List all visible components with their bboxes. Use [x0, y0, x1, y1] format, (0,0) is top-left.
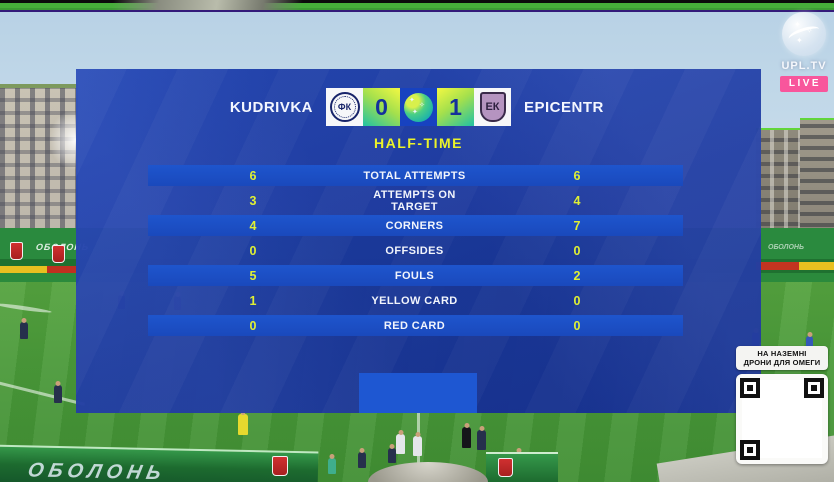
- player-figure: [388, 448, 396, 463]
- stat-home-value: 5: [249, 268, 257, 283]
- stat-home-value: 0: [249, 243, 257, 258]
- home-score: 0: [363, 88, 400, 126]
- away-team-name: EPICENTR: [524, 98, 604, 116]
- stat-row: 0 OFFSIDES 0: [148, 240, 683, 261]
- stat-label: CORNERS: [385, 219, 444, 232]
- stat-label: YELLOW CARD: [371, 294, 458, 307]
- kudrivka-crest-icon: ФК: [329, 92, 360, 122]
- away-crest-box: ЕК: [474, 88, 511, 126]
- league-logo-box: ✦ ✧ ✦: [400, 88, 437, 126]
- stat-label: RED CARD: [383, 319, 446, 332]
- stat-home-value: 6: [249, 168, 257, 183]
- halftime-stats-panel: KUDRIVKA ФК 0 ✦ ✧ ✦ 1 ЕК: [76, 69, 761, 413]
- stat-label: ATTEMPTS ON TARGET: [373, 188, 456, 213]
- stat-away-value: 7: [573, 218, 581, 233]
- stat-home-value: 0: [249, 318, 257, 333]
- stat-label: TOTAL ATTEMPTS: [363, 169, 466, 182]
- stat-row: 0 RED CARD 0: [148, 315, 683, 336]
- ad-strip: [0, 266, 78, 273]
- stat-label: FOULS: [394, 269, 435, 282]
- stat-home-value: 1: [249, 293, 257, 308]
- steward-figure: [328, 458, 336, 474]
- stats-table: 6 TOTAL ATTEMPTS 6 3 ATTEMPTS ON TARGET …: [148, 165, 683, 340]
- ad-shield-logo: [272, 456, 288, 476]
- home-team-name: KUDRIVKA: [229, 98, 313, 116]
- player-figure: [54, 385, 62, 403]
- sponsor-placeholder-box: [359, 373, 477, 413]
- stat-row: 4 CORNERS 7: [148, 215, 683, 236]
- ad-shield-logo: [10, 242, 23, 260]
- stat-away-value: 0: [573, 293, 581, 308]
- player-figure: [20, 322, 28, 339]
- stat-row: 1 YELLOW CARD 0: [148, 290, 683, 311]
- qr-finder-icon: [740, 440, 760, 460]
- score-block: ФК 0 ✦ ✧ ✦ 1 ЕК: [326, 88, 511, 126]
- away-score: 1: [437, 88, 474, 126]
- player-figure: [477, 430, 486, 450]
- qr-promo-label: НА НАЗЕМНІ ДРОНИ ДЛЯ ОМЕГИ: [736, 346, 828, 370]
- bottom-ad-boards: ОБОЛОНЬ: [0, 444, 319, 482]
- stat-away-value: 0: [573, 318, 581, 333]
- channel-label: UPL.TV: [781, 60, 827, 72]
- stat-row: 6 TOTAL ATTEMPTS 6: [148, 165, 683, 186]
- epicentr-crest-icon: ЕК: [479, 92, 506, 122]
- qr-finder-icon: [740, 378, 760, 398]
- roof-truss: [90, 0, 320, 10]
- scoreboard-header: KUDRIVKA ФК 0 ✦ ✧ ✦ 1 ЕК: [76, 88, 761, 126]
- qr-promo-line2: ДРОНИ ДЛЯ ОМЕГИ: [743, 358, 821, 367]
- player-figure: [358, 452, 366, 468]
- player-figure: [396, 434, 405, 454]
- referee-figure: [462, 427, 471, 448]
- period-label: HALF-TIME: [374, 135, 463, 151]
- home-crest-monogram: ФК: [333, 96, 356, 118]
- star-icon: ✦: [412, 108, 418, 116]
- qr-pattern: [740, 378, 824, 460]
- qr-code: [736, 374, 828, 464]
- stat-home-value: 4: [249, 218, 257, 233]
- swoosh-icon: [786, 23, 822, 45]
- stat-row: 5 FOULS 2: [148, 265, 683, 286]
- stat-away-value: 2: [573, 268, 581, 283]
- qr-promo: НА НАЗЕМНІ ДРОНИ ДЛЯ ОМЕГИ: [736, 346, 828, 464]
- home-crest-box: ФК: [326, 88, 363, 126]
- bottom-ad-board: [486, 452, 558, 482]
- broadcaster-bug: ✦ ✧ ✦ UPL.TV LIVE: [774, 12, 834, 102]
- star-icon: ✦: [794, 20, 801, 29]
- star-icon: ✦: [409, 96, 415, 104]
- star-icon: ✧: [806, 26, 813, 35]
- camera-dome: [368, 462, 488, 482]
- stat-home-value: 3: [249, 193, 257, 208]
- apartment-tower-right: [800, 118, 834, 238]
- goalkeeper-figure: [238, 414, 248, 435]
- live-badge: LIVE: [780, 76, 828, 92]
- player-figure: [413, 436, 422, 456]
- upl-ball-icon: ✦ ✧ ✦: [404, 92, 433, 122]
- stat-away-value: 4: [573, 193, 581, 208]
- ad-shield-logo: [52, 245, 65, 263]
- qr-finder-icon: [804, 378, 824, 398]
- stat-label: OFFSIDES: [385, 244, 444, 257]
- stat-away-value: 0: [573, 243, 581, 258]
- ad-board-text: ОБОЛОНЬ: [768, 244, 804, 251]
- ad-board-text: ОБОЛОНЬ: [25, 459, 168, 482]
- ad-strip: [756, 262, 834, 270]
- star-icon: ✦: [796, 36, 803, 45]
- player-figure: [806, 336, 813, 350]
- upltv-logo-icon: ✦ ✧ ✦: [782, 12, 826, 56]
- ad-shield-logo: [498, 458, 513, 477]
- star-icon: ✧: [419, 101, 425, 109]
- stat-away-value: 6: [573, 168, 581, 183]
- qr-promo-line1: НА НАЗЕМНІ: [757, 349, 807, 358]
- stat-row: 3 ATTEMPTS ON TARGET 4: [148, 188, 683, 213]
